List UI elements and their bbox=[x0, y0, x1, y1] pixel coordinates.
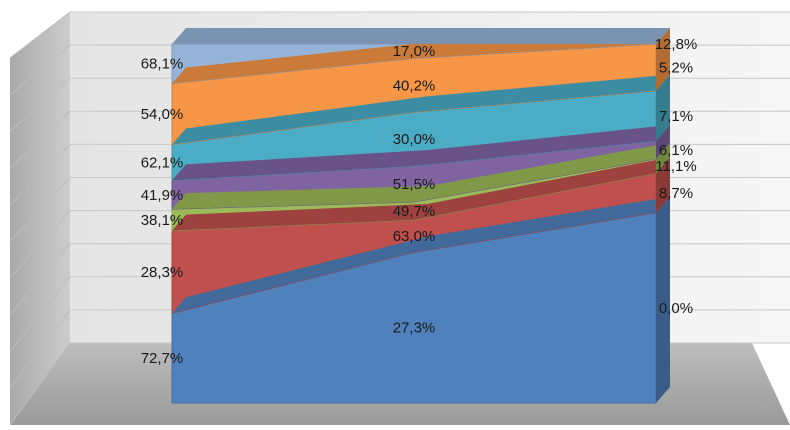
area-side-face bbox=[656, 157, 670, 213]
area-top-face bbox=[172, 28, 670, 44]
side-gridline bbox=[9, 177, 71, 242]
side-gridline bbox=[9, 243, 71, 316]
side-gridline bbox=[9, 77, 71, 132]
data-label: 8,7% bbox=[659, 185, 693, 202]
side-gridline bbox=[9, 309, 71, 389]
data-label: 49,7% bbox=[393, 203, 436, 220]
side-wall bbox=[10, 12, 70, 425]
area-top-face bbox=[172, 74, 670, 145]
area-top-face bbox=[172, 157, 670, 231]
side-gridline bbox=[9, 11, 71, 59]
data-label: 40,2% bbox=[393, 77, 436, 94]
area-top-faces bbox=[172, 28, 670, 403]
area-side-face bbox=[656, 124, 670, 159]
area-top-face bbox=[172, 142, 670, 210]
data-label: 11,1% bbox=[655, 158, 696, 175]
data-label: 68,1% bbox=[141, 56, 184, 73]
side-gridline bbox=[9, 144, 71, 206]
data-label: 72,7% bbox=[141, 350, 184, 367]
area-side-face bbox=[656, 28, 670, 91]
area-top-face bbox=[172, 124, 670, 181]
data-label: 28,3% bbox=[141, 264, 184, 281]
data-label: 0,0% bbox=[659, 300, 693, 317]
side-gridline bbox=[9, 110, 71, 169]
side-gridline bbox=[9, 44, 71, 96]
area-side-face bbox=[656, 74, 670, 141]
data-label: 62,1% bbox=[141, 154, 184, 171]
data-label: 6,1% bbox=[659, 142, 693, 159]
data-label: 5,2% bbox=[659, 59, 693, 76]
data-label: 51,5% bbox=[393, 176, 436, 193]
data-label: 17,0% bbox=[393, 43, 436, 60]
data-label: 63,0% bbox=[393, 228, 436, 245]
side-gridline bbox=[9, 210, 71, 279]
area-side-face bbox=[656, 196, 670, 403]
data-label: 30,0% bbox=[393, 131, 436, 148]
data-label: 54,0% bbox=[141, 106, 184, 123]
data-label: 12,8% bbox=[655, 36, 698, 53]
area-top-face bbox=[172, 196, 670, 314]
data-label: 27,3% bbox=[393, 320, 436, 337]
data-label: 7,1% bbox=[659, 108, 693, 125]
data-label: 41,9% bbox=[141, 187, 184, 204]
data-labels: 72,7% 27,3% 0,0% 28,3% 63,0% 8,7% 38,1% 49,7% 11… bbox=[141, 36, 698, 367]
side-gridline bbox=[9, 276, 71, 352]
data-label: 38,1% bbox=[141, 212, 184, 229]
side-gridline bbox=[9, 342, 71, 426]
area-side-face bbox=[656, 142, 670, 174]
